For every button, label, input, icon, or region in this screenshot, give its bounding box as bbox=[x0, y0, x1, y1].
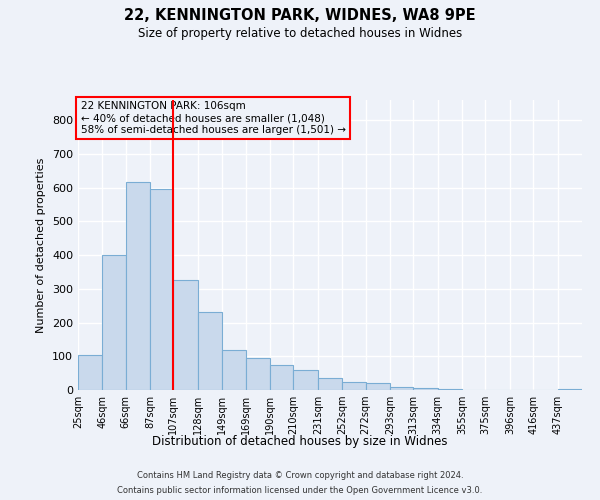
Bar bbox=[223, 350, 245, 390]
Bar bbox=[413, 388, 437, 390]
Bar bbox=[150, 188, 173, 390]
Bar bbox=[390, 388, 413, 390]
Bar bbox=[365, 384, 390, 390]
Bar bbox=[103, 255, 126, 390]
Text: 22, KENNINGTON PARK, WIDNES, WA8 9PE: 22, KENNINGTON PARK, WIDNES, WA8 9PE bbox=[124, 8, 476, 22]
Text: Contains HM Land Registry data © Crown copyright and database right 2024.: Contains HM Land Registry data © Crown c… bbox=[137, 471, 463, 480]
Bar bbox=[270, 364, 293, 390]
Bar bbox=[173, 280, 198, 390]
Bar bbox=[126, 182, 150, 390]
Bar bbox=[293, 370, 318, 390]
Bar bbox=[318, 378, 342, 390]
Text: 22 KENNINGTON PARK: 106sqm
← 40% of detached houses are smaller (1,048)
58% of s: 22 KENNINGTON PARK: 106sqm ← 40% of deta… bbox=[80, 102, 346, 134]
Bar bbox=[245, 358, 270, 390]
Y-axis label: Number of detached properties: Number of detached properties bbox=[37, 158, 46, 332]
Text: Distribution of detached houses by size in Widnes: Distribution of detached houses by size … bbox=[152, 435, 448, 448]
Bar bbox=[198, 312, 223, 390]
Bar bbox=[78, 354, 103, 390]
Text: Contains public sector information licensed under the Open Government Licence v3: Contains public sector information licen… bbox=[118, 486, 482, 495]
Text: Size of property relative to detached houses in Widnes: Size of property relative to detached ho… bbox=[138, 28, 462, 40]
Bar bbox=[342, 382, 365, 390]
